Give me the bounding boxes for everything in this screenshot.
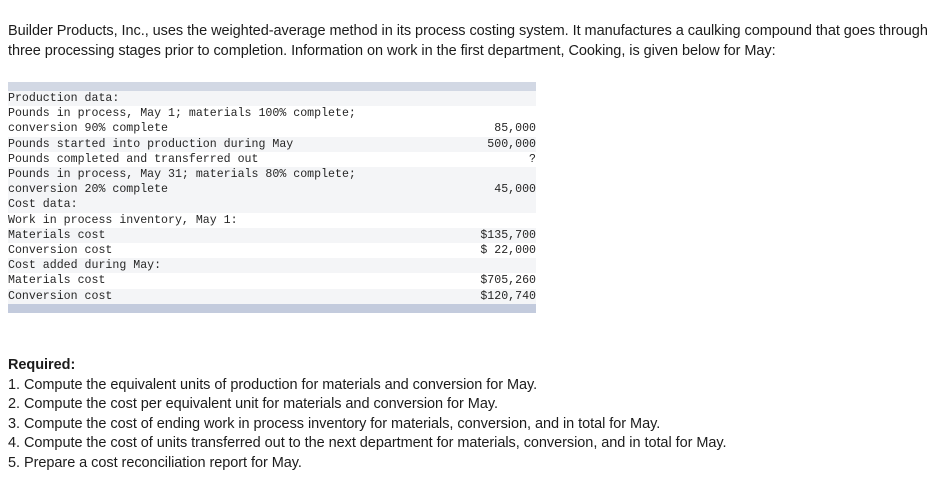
required-heading: Required: bbox=[8, 357, 76, 373]
production-cost-data-table: Production data: Pounds in process, May 1… bbox=[8, 82, 536, 313]
required-section: Required: 1. Compute the equivalent unit… bbox=[8, 356, 908, 473]
table-row-label: Materials cost bbox=[8, 273, 418, 289]
table-row-label: Conversion cost bbox=[8, 288, 418, 304]
table-row: Cost data: bbox=[8, 197, 536, 213]
table-row-value: 45,000 bbox=[418, 182, 536, 198]
table-row: Production data: bbox=[8, 91, 536, 107]
table-row-label: Production data: bbox=[8, 91, 418, 107]
table-row-value bbox=[418, 91, 536, 107]
required-item: 5. Prepare a cost reconciliation report … bbox=[8, 454, 302, 471]
data-table-body: Production data: Pounds in process, May 1… bbox=[8, 91, 536, 304]
required-item: 1. Compute the equivalent units of produ… bbox=[8, 376, 538, 393]
table-row: Work in process inventory, May 1: bbox=[8, 212, 536, 228]
table-row-value: $ 22,000 bbox=[418, 243, 536, 259]
required-item: 2. Compute the cost per equivalent unit … bbox=[8, 396, 498, 412]
table-row-value: ? bbox=[418, 151, 536, 168]
table-row-value: 85,000 bbox=[418, 121, 536, 137]
table-row-label: Cost data: bbox=[8, 197, 418, 213]
table-row-value: $705,260 bbox=[418, 273, 536, 289]
problem-intro-paragraph: Builder Products, Inc., uses the weighte… bbox=[8, 22, 928, 60]
table-row-value bbox=[418, 212, 536, 228]
table-row-label: Pounds in process, May 1; materials 100%… bbox=[8, 106, 418, 122]
data-table: Production data: Pounds in process, May 1… bbox=[8, 91, 536, 304]
table-row: Conversion cost $ 22,000 bbox=[8, 243, 536, 259]
table-row: Pounds in process, May 31; materials 80%… bbox=[8, 167, 536, 183]
table-row: Conversion cost $120,740 bbox=[8, 288, 536, 304]
table-row: conversion 90% complete 85,000 bbox=[8, 121, 536, 137]
table-row-label: Conversion cost bbox=[8, 243, 418, 259]
table-row-value: $120,740 bbox=[418, 288, 536, 304]
table-row-label: Pounds started into production during Ma… bbox=[8, 136, 418, 152]
table-row-value: $135,700 bbox=[418, 227, 536, 244]
table-row-label: conversion 20% complete bbox=[8, 182, 418, 198]
table-row: Cost added during May: bbox=[8, 258, 536, 274]
table-row-label: conversion 90% complete bbox=[8, 121, 418, 137]
table-row-value bbox=[418, 197, 536, 213]
table-row: Materials cost $135,700 bbox=[8, 227, 536, 244]
required-item: 3. Compute the cost of ending work in pr… bbox=[8, 415, 661, 432]
table-row-value bbox=[418, 167, 536, 183]
table-row-value bbox=[418, 106, 536, 122]
table-footer-bar bbox=[8, 303, 536, 313]
table-row: Pounds started into production during Ma… bbox=[8, 136, 536, 152]
required-items-list: 1. Compute the equivalent units of produ… bbox=[8, 376, 908, 474]
table-row: Pounds in process, May 1; materials 100%… bbox=[8, 106, 536, 122]
table-row-label: Pounds in process, May 31; materials 80%… bbox=[8, 167, 418, 183]
required-item: 4. Compute the cost of units transferred… bbox=[8, 435, 727, 451]
table-row-value bbox=[418, 258, 536, 274]
table-row: Pounds completed and transferred out? bbox=[8, 151, 536, 168]
table-row-label: Work in process inventory, May 1: bbox=[8, 212, 418, 228]
table-row: Materials cost $705,260 bbox=[8, 273, 536, 289]
table-row-label: Pounds completed and transferred out bbox=[8, 151, 418, 168]
table-row: conversion 20% complete 45,000 bbox=[8, 182, 536, 198]
table-row-label: Materials cost bbox=[8, 227, 418, 244]
table-row-value: 500,000 bbox=[418, 136, 536, 152]
table-row-label: Cost added during May: bbox=[8, 258, 418, 274]
table-header-bar bbox=[8, 82, 536, 91]
